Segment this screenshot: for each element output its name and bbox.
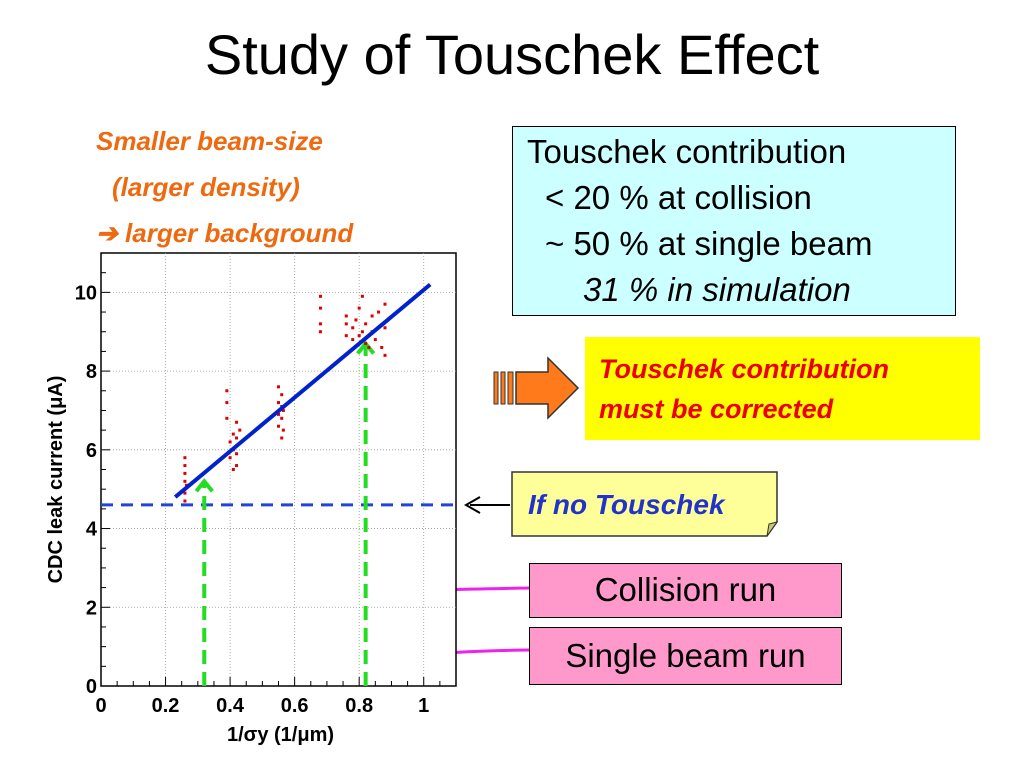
data-point: [377, 310, 381, 314]
data-point: [367, 345, 371, 349]
data-point: [231, 468, 235, 471]
correction-line-2: must be corrected: [599, 394, 834, 424]
x-tick-label: 0.2: [152, 695, 180, 717]
touschek-line-1: Touschek contribution: [527, 133, 847, 170]
data-point: [183, 464, 187, 468]
y-axis-label: CDC leak current (μA): [45, 376, 67, 584]
data-point: [238, 428, 242, 432]
if-no-touschek-callout: If no Touschek: [511, 471, 779, 537]
data-point: [318, 322, 322, 326]
data-point: [357, 334, 361, 338]
data-point: [228, 440, 232, 444]
data-point: [277, 385, 280, 389]
data-point: [364, 322, 368, 326]
data-point: [318, 306, 322, 310]
data-point: [364, 342, 368, 346]
data-point: [344, 314, 348, 318]
data-point: [183, 491, 187, 495]
data-point: [277, 424, 280, 428]
x-tick-label: 0.6: [281, 695, 309, 717]
x-axis-label: 1/σy (1/μm): [227, 724, 334, 746]
x-tick-label: 1: [418, 695, 429, 717]
data-point: [235, 464, 239, 468]
touschek-line-4: 31 % in simulation: [583, 271, 851, 308]
y-tick-label: 10: [75, 282, 97, 304]
note-line-2: (larger density): [112, 172, 300, 202]
data-point: [280, 436, 284, 440]
data-point: [235, 420, 239, 424]
y-tick-label: 2: [86, 597, 97, 619]
data-point: [277, 412, 280, 416]
touschek-line-2: < 20 % at collision: [545, 179, 812, 216]
data-point: [281, 428, 285, 432]
data-point: [280, 416, 284, 420]
collision-run-label: Collision run: [529, 563, 842, 618]
touschek-contribution-box: Touschek contribution < 20 % at collisio…: [512, 126, 956, 316]
correction-box: Touschek contribution must be corrected: [585, 337, 980, 440]
y-tick-label: 8: [86, 361, 97, 383]
data-point: [383, 326, 387, 330]
right-arrow-icon: ➔: [96, 218, 118, 248]
y-tick-label: 0: [86, 676, 97, 698]
single-beam-run-label: Single beam run: [529, 627, 842, 685]
data-point: [354, 318, 358, 322]
data-point: [183, 456, 187, 460]
data-point: [357, 306, 361, 310]
data-point: [183, 499, 187, 503]
data-point: [318, 294, 322, 298]
data-point: [373, 338, 377, 342]
data-point: [225, 401, 229, 405]
slide-title: Study of Touschek Effect: [204, 23, 820, 86]
note-line-1: Smaller beam-size: [96, 126, 323, 156]
data-point: [344, 334, 348, 338]
x-tick-label: 0.4: [216, 695, 245, 717]
if-no-touschek-label: If no Touschek: [528, 489, 726, 520]
data-point: [235, 436, 239, 440]
data-point: [344, 322, 348, 326]
data-point: [318, 330, 322, 334]
data-point: [383, 302, 387, 306]
x-tick-label: 0.8: [345, 695, 373, 717]
data-point: [277, 401, 280, 405]
up-arrowhead-icon: [194, 478, 214, 493]
data-point: [380, 345, 384, 349]
data-point: [231, 432, 235, 436]
data-point: [183, 479, 187, 483]
y-tick-label: 6: [86, 440, 97, 462]
orange-block-arrow-icon: [493, 356, 580, 420]
data-point: [280, 393, 284, 397]
data-point: [351, 326, 355, 330]
data-point: [281, 408, 285, 412]
note-line-3-text: larger background: [125, 218, 354, 248]
correction-line-1: Touschek contribution: [599, 354, 889, 384]
data-point: [351, 338, 355, 342]
y-tick-label: 4: [86, 519, 98, 541]
plot-frame: [100, 252, 457, 687]
touschek-line-3: ~ 50 % at single beam: [545, 225, 873, 262]
data-point: [228, 456, 232, 460]
data-point: [360, 294, 364, 298]
black-arrow-icon: [463, 496, 510, 514]
x-tick-label: 0: [95, 695, 106, 717]
data-point: [225, 416, 229, 420]
data-point: [383, 353, 387, 357]
fit-line: [173, 282, 432, 499]
beam-size-note: Smaller beam-size (larger density) ➔ lar…: [96, 118, 353, 256]
data-point: [235, 452, 239, 456]
note-line-3: ➔ larger background: [96, 210, 353, 256]
data-point: [370, 314, 374, 318]
data-point: [183, 471, 187, 475]
data-point: [360, 330, 364, 334]
data-point: [225, 389, 229, 393]
